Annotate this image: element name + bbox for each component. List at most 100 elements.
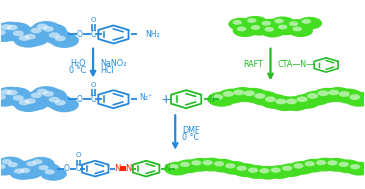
Text: C: C: [76, 164, 81, 173]
Circle shape: [14, 168, 24, 174]
Circle shape: [164, 162, 191, 176]
Circle shape: [31, 28, 42, 33]
Circle shape: [218, 89, 247, 104]
Circle shape: [22, 159, 49, 173]
Circle shape: [50, 97, 79, 112]
Circle shape: [0, 87, 25, 102]
Circle shape: [251, 25, 260, 30]
Circle shape: [32, 159, 42, 164]
Circle shape: [20, 31, 49, 46]
Circle shape: [276, 99, 287, 104]
Circle shape: [8, 28, 37, 43]
Circle shape: [1, 24, 12, 30]
Text: +: +: [161, 93, 172, 106]
Circle shape: [15, 165, 42, 179]
Circle shape: [37, 24, 48, 29]
Text: O: O: [64, 164, 70, 173]
Circle shape: [339, 91, 350, 97]
Circle shape: [55, 100, 66, 106]
Circle shape: [1, 159, 12, 164]
Circle shape: [237, 166, 247, 171]
Circle shape: [0, 92, 19, 107]
Circle shape: [13, 95, 24, 101]
Circle shape: [233, 90, 244, 95]
Text: O: O: [91, 82, 96, 88]
Circle shape: [50, 33, 79, 48]
Text: NH₂: NH₂: [145, 30, 160, 39]
Circle shape: [254, 93, 265, 99]
Circle shape: [38, 88, 67, 103]
Circle shape: [38, 23, 67, 38]
Circle shape: [0, 22, 25, 37]
Circle shape: [289, 21, 298, 26]
Circle shape: [25, 34, 36, 40]
Text: HCl: HCl: [100, 66, 114, 75]
Circle shape: [237, 26, 246, 31]
Circle shape: [26, 161, 36, 166]
Circle shape: [187, 158, 214, 172]
Text: 0 °C: 0 °C: [182, 133, 200, 142]
Circle shape: [259, 168, 269, 174]
Circle shape: [198, 158, 225, 171]
Circle shape: [244, 90, 255, 96]
Circle shape: [26, 25, 55, 40]
Circle shape: [255, 166, 281, 180]
Circle shape: [32, 86, 61, 101]
Text: O: O: [77, 95, 83, 104]
Text: N: N: [114, 164, 120, 173]
Circle shape: [32, 21, 61, 36]
Text: DMF: DMF: [182, 126, 200, 135]
Circle shape: [274, 22, 299, 35]
Circle shape: [278, 25, 287, 29]
Circle shape: [169, 164, 179, 169]
Circle shape: [301, 19, 311, 24]
Circle shape: [203, 160, 213, 165]
Text: O: O: [76, 153, 81, 158]
Circle shape: [305, 161, 315, 166]
Circle shape: [19, 35, 30, 41]
Circle shape: [248, 167, 258, 173]
Circle shape: [270, 96, 300, 111]
Circle shape: [0, 27, 19, 42]
Circle shape: [0, 162, 18, 176]
Circle shape: [225, 163, 235, 168]
Circle shape: [334, 159, 361, 173]
Circle shape: [26, 90, 55, 105]
Circle shape: [265, 96, 276, 102]
Circle shape: [274, 19, 284, 23]
Circle shape: [288, 24, 313, 37]
Circle shape: [265, 27, 274, 32]
Circle shape: [49, 97, 60, 102]
Circle shape: [292, 26, 302, 31]
Circle shape: [266, 165, 293, 179]
Circle shape: [297, 17, 322, 30]
Circle shape: [175, 159, 202, 173]
Text: O: O: [77, 30, 83, 39]
Circle shape: [13, 30, 24, 36]
Circle shape: [286, 99, 297, 104]
Circle shape: [246, 23, 271, 36]
Circle shape: [281, 96, 310, 111]
Circle shape: [316, 160, 326, 165]
Circle shape: [212, 94, 223, 100]
Circle shape: [8, 93, 37, 108]
Text: RAFT: RAFT: [243, 60, 263, 69]
Circle shape: [0, 94, 6, 100]
Circle shape: [0, 29, 6, 35]
Circle shape: [260, 25, 285, 37]
Circle shape: [207, 92, 236, 107]
Circle shape: [323, 158, 350, 172]
Circle shape: [0, 156, 24, 170]
Circle shape: [249, 91, 278, 106]
Text: N₂⁺: N₂⁺: [139, 93, 152, 102]
Circle shape: [328, 90, 339, 95]
Circle shape: [232, 163, 259, 177]
Text: H₂O: H₂O: [70, 59, 86, 68]
Circle shape: [334, 89, 363, 104]
Circle shape: [262, 21, 271, 26]
Circle shape: [55, 36, 66, 41]
Circle shape: [247, 18, 257, 23]
Circle shape: [349, 94, 360, 100]
Text: O: O: [91, 17, 96, 23]
Circle shape: [34, 163, 61, 177]
